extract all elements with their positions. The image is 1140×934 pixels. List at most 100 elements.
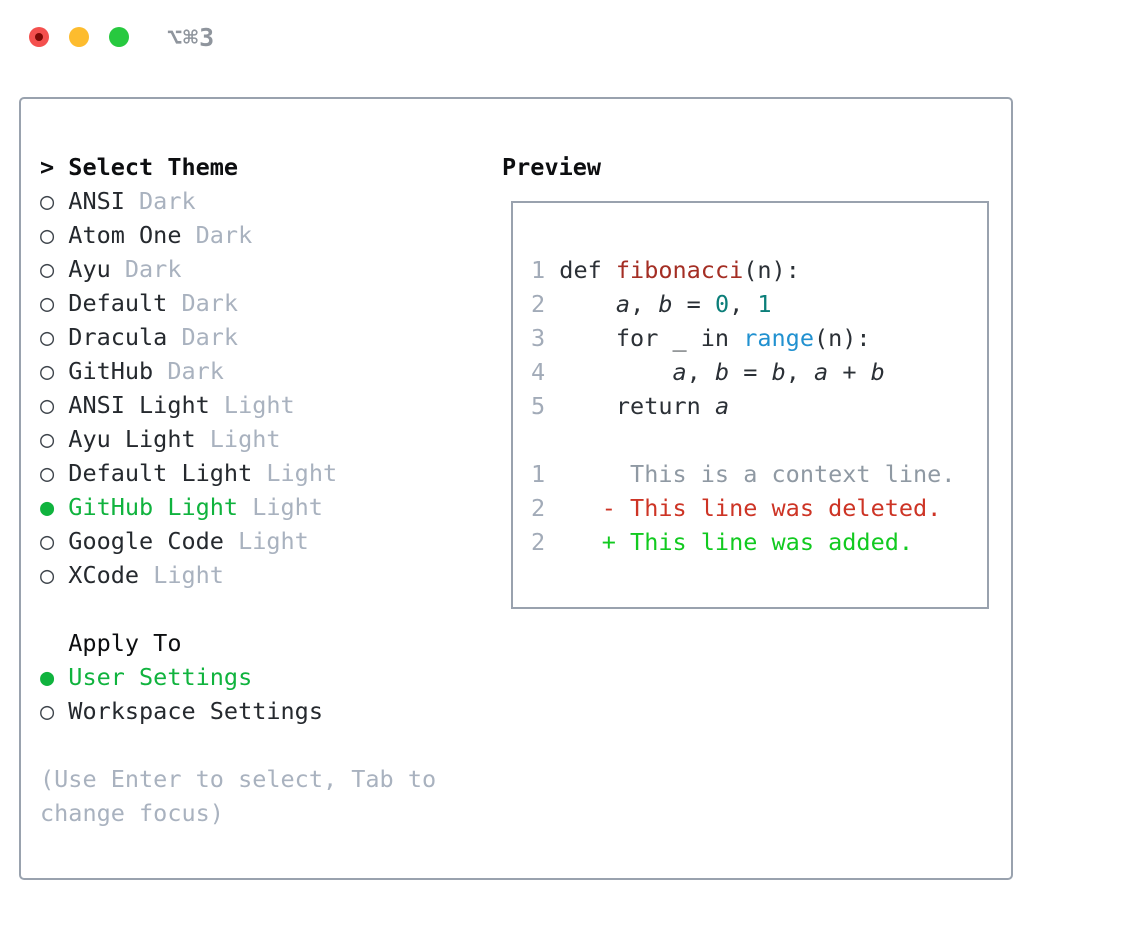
- theme-variant: Dark: [195, 221, 253, 249]
- theme-name: Ayu Light: [68, 425, 196, 453]
- code-line: 4 a, b = b, a + b: [531, 355, 987, 389]
- code-segment: - This line was deleted.: [601, 494, 942, 522]
- theme-option[interactable]: ○ Dracula Dark: [40, 320, 500, 354]
- code-segment: a: [714, 392, 730, 420]
- theme-name: Google Code: [68, 527, 224, 555]
- theme-variant: Light: [209, 425, 281, 453]
- theme-variant: Dark: [124, 255, 182, 283]
- radio-unselected-icon: ○: [40, 425, 69, 453]
- theme-list-title: > Select Theme: [40, 153, 239, 181]
- code-line: 1 def fibonacci(n):: [531, 253, 987, 287]
- theme-option[interactable]: ○ ANSI Dark: [40, 184, 500, 218]
- theme-name: XCode: [68, 561, 140, 589]
- theme-variant: Light: [252, 493, 323, 521]
- close-button[interactable]: [29, 27, 49, 47]
- help-text-line: change focus): [40, 799, 224, 827]
- code-segment: b: [771, 358, 786, 386]
- theme-variant: Light: [153, 561, 224, 589]
- code-blank-line: [531, 423, 987, 457]
- theme-name: Default: [68, 289, 168, 317]
- code-line: 2 + This line was added.: [531, 525, 987, 559]
- code-segment: This is a context line.: [630, 460, 956, 488]
- radio-unselected-icon: ○: [40, 459, 69, 487]
- theme-option[interactable]: ○ XCode Light: [40, 558, 500, 592]
- code-segment: + This line was added.: [601, 528, 914, 556]
- minimize-button[interactable]: [69, 27, 89, 47]
- line-number: 1: [531, 256, 546, 284]
- code-segment: [545, 494, 602, 522]
- theme-variant: Light: [223, 391, 295, 419]
- radio-unselected-icon: ○: [40, 323, 69, 351]
- code-segment: [545, 358, 672, 386]
- theme-option[interactable]: ○ Google Code Light: [40, 524, 500, 558]
- line-number: 2: [531, 528, 546, 556]
- code-segment: 0: [714, 290, 730, 318]
- theme-name: Ayu: [68, 255, 111, 283]
- code-segment: ,: [729, 290, 758, 318]
- line-number: 2: [531, 494, 546, 522]
- code-segment: ,: [686, 358, 715, 386]
- code-segment: a: [615, 290, 631, 318]
- radio-selected-icon: ●: [40, 493, 69, 521]
- code-segment: [545, 460, 630, 488]
- theme-variant: Dark: [139, 187, 196, 215]
- radio-unselected-icon: ○: [40, 527, 69, 555]
- radio-selected-icon: ●: [40, 663, 69, 691]
- theme-variant: Dark: [167, 357, 224, 385]
- theme-variant: Dark: [181, 289, 239, 317]
- radio-unselected-icon: ○: [40, 697, 69, 725]
- code-line: 1 This is a context line.: [531, 457, 987, 491]
- code-segment: b: [658, 290, 673, 318]
- theme-option[interactable]: ○ Atom One Dark: [40, 218, 500, 252]
- theme-variant: Light: [238, 527, 309, 555]
- theme-option[interactable]: ○ Default Light Light: [40, 456, 500, 490]
- code-segment: =: [729, 358, 772, 386]
- theme-option[interactable]: ○ Ayu Light Light: [40, 422, 500, 456]
- spacer-row: [40, 728, 500, 762]
- radio-unselected-icon: ○: [40, 391, 69, 419]
- apply-to-option[interactable]: ○ Workspace Settings: [40, 694, 500, 728]
- dialog-panel: > Select Theme ○ ANSI Dark ○ Atom One Dark ○ …: [19, 97, 1013, 880]
- code-segment: =: [672, 290, 715, 318]
- line-number: 5: [531, 392, 546, 420]
- theme-option[interactable]: ● GitHub Light Light: [40, 490, 500, 524]
- apply-to-title: Apply To: [68, 629, 182, 657]
- theme-name: ANSI Light: [68, 391, 210, 419]
- maximize-button[interactable]: [109, 27, 129, 47]
- theme-option[interactable]: ○ Default Dark: [40, 286, 500, 320]
- code-segment: 1: [757, 290, 772, 318]
- theme-option[interactable]: ○ ANSI Light Light: [40, 388, 500, 422]
- theme-variant: Light: [266, 459, 338, 487]
- code-line: 3 for _ in range(n):: [531, 321, 987, 355]
- radio-unselected-icon: ○: [40, 255, 69, 283]
- code-segment: [545, 528, 602, 556]
- titlebar: ⌥⌘3: [0, 0, 1140, 70]
- apply-to-name: User Settings: [68, 663, 253, 691]
- radio-unselected-icon: ○: [40, 187, 69, 215]
- line-number: 3: [531, 324, 546, 352]
- radio-unselected-icon: ○: [40, 561, 69, 589]
- theme-option[interactable]: ○ Ayu Dark: [40, 252, 500, 286]
- radio-unselected-icon: ○: [40, 357, 69, 385]
- help-text-line: (Use Enter to select, Tab to: [40, 765, 437, 793]
- code-segment: b: [714, 358, 730, 386]
- code-segment: a: [672, 358, 687, 386]
- apply-to-name: Workspace Settings: [68, 697, 323, 725]
- code-line: 2 a, b = 0, 1: [531, 287, 987, 321]
- code-segment: (n):: [813, 324, 871, 352]
- line-number: 2: [531, 290, 546, 318]
- code-segment: def: [545, 256, 616, 284]
- code-segment: (n):: [743, 256, 800, 284]
- radio-unselected-icon: ○: [40, 289, 69, 317]
- code-segment: fibonacci: [615, 256, 744, 284]
- unsaved-changes-dot: [35, 33, 43, 41]
- code-segment: [545, 290, 616, 318]
- spacer-row: [40, 592, 500, 626]
- theme-name: Atom One: [68, 221, 182, 249]
- code-segment: b: [870, 358, 885, 386]
- apply-to-option[interactable]: ● User Settings: [40, 660, 500, 694]
- theme-option[interactable]: ○ GitHub Dark: [40, 354, 500, 388]
